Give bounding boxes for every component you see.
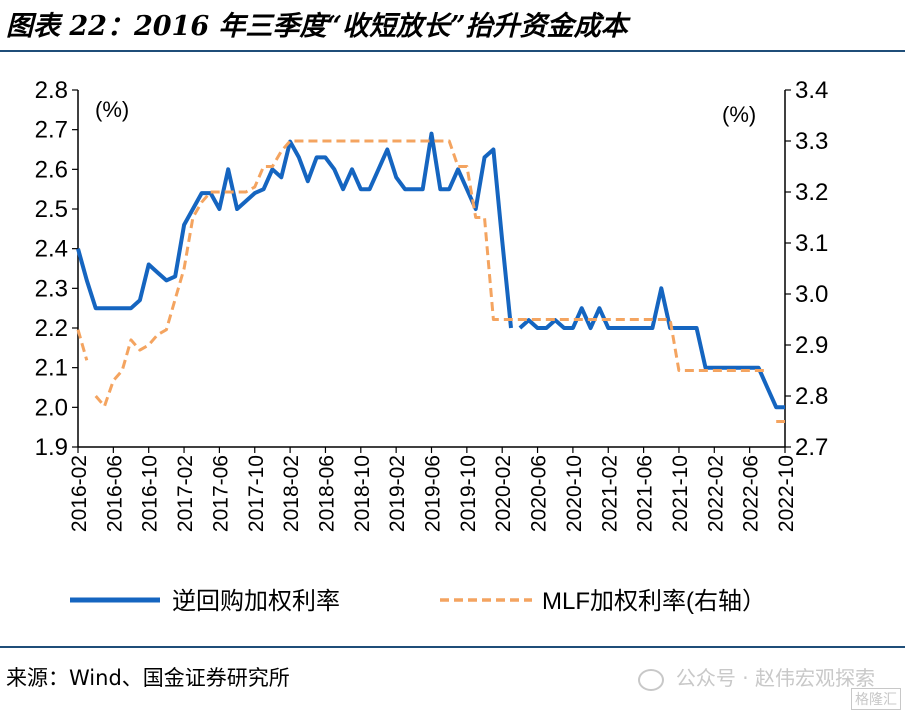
legend-label-reverse-repo: 逆回购加权利率 — [172, 588, 340, 615]
chart-title: 图表 22：2016 年三季度“收短放长”抬升资金成本 — [6, 11, 628, 42]
mlf-line — [76, 329, 89, 361]
right-tick-label: 3.3 — [795, 128, 828, 155]
left-tick-label: 2.2 — [35, 315, 68, 342]
x-tick-label: 2018-10 — [351, 455, 374, 532]
x-tick-label: 2019-02 — [386, 455, 409, 532]
x-tick-label: 2020-02 — [492, 455, 515, 532]
left-tick-label: 2.8 — [35, 77, 68, 104]
line-chart: 1.9 2.0 2.1 2.2 2.3 2.4 2.5 2.6 2.7 2.8 2.7 2.8 2.9 3… — [35, 77, 829, 615]
left-unit-label: (%) — [95, 97, 129, 122]
footer-rule — [0, 646, 905, 648]
x-tick-label: 2018-02 — [280, 455, 303, 532]
reverse-repo-line — [518, 286, 785, 410]
reverse-repo-line — [76, 131, 513, 329]
x-tick-label: 2016-06 — [103, 455, 126, 532]
right-tick-label: 2.7 — [795, 434, 828, 461]
title-rule — [0, 50, 905, 52]
left-tick-label: 2.5 — [35, 196, 68, 223]
x-tick-label: 2016-02 — [68, 455, 91, 532]
right-tick-label: 2.8 — [795, 383, 828, 410]
x-tick-label: 2022-02 — [704, 455, 727, 532]
right-tick-label: 3.4 — [795, 77, 828, 104]
left-tick-label: 1.9 — [35, 434, 68, 461]
x-tick-label: 2019-10 — [457, 455, 480, 532]
mlf-line — [94, 139, 768, 408]
right-tick-label: 3.2 — [795, 179, 828, 206]
left-tick-label: 2.6 — [35, 156, 68, 183]
left-tick-label: 2.4 — [35, 236, 68, 263]
x-tick-label: 2021-02 — [598, 455, 621, 532]
left-tick-label: 2.7 — [35, 117, 68, 144]
left-tick-label: 2.0 — [35, 394, 68, 421]
wechat-icon — [637, 668, 664, 691]
x-tick-label: 2018-06 — [315, 455, 338, 532]
left-tick-label: 2.3 — [35, 275, 68, 302]
x-tick-label: 2021-10 — [669, 455, 692, 532]
watermark: 公众号 · 赵伟宏观探索 — [637, 662, 875, 691]
source-note: 来源：Wind、国金证券研究所 — [6, 666, 290, 690]
legend-label-mlf: MLF加权利率(右轴） — [542, 588, 766, 615]
left-tick-label: 2.1 — [35, 355, 68, 382]
right-tick-label: 3.0 — [795, 281, 828, 308]
x-tick-label: 2022-06 — [740, 455, 763, 532]
right-tick-label: 3.1 — [795, 230, 828, 257]
right-unit-label: (%) — [722, 102, 756, 127]
x-tick-label: 2022-10 — [775, 455, 798, 532]
x-tick-label: 2021-06 — [634, 455, 657, 532]
x-tick-label: 2017-06 — [209, 455, 232, 532]
x-tick-label: 2020-06 — [528, 455, 551, 532]
x-tick-label: 2017-10 — [245, 455, 268, 532]
x-tick-label: 2020-10 — [563, 455, 586, 532]
x-tick-label: 2016-10 — [139, 455, 162, 532]
x-tick-label: 2017-02 — [174, 455, 197, 532]
watermark-text: 公众号 · 赵伟宏观探索 — [675, 666, 875, 690]
right-tick-label: 2.9 — [795, 332, 828, 359]
x-tick-label: 2019-06 — [422, 455, 445, 532]
watermark-logo: 格隆汇 — [851, 688, 901, 710]
